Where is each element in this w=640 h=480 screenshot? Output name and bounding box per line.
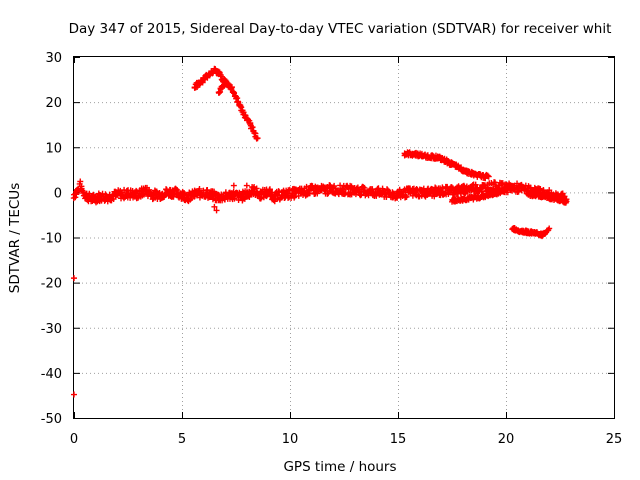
- data-point-s4-end: [222, 81, 229, 88]
- data-point-s5-8-3-1: [484, 172, 491, 179]
- y-tick-label-5: -20: [41, 277, 62, 292]
- data-point-s3-end: [254, 135, 261, 142]
- data-point-s6-end: [546, 225, 553, 232]
- data-point-s1-end: [503, 187, 509, 194]
- data-point-s0-18-4-1: [204, 186, 211, 193]
- data-point-s0-25-4-1: [253, 185, 260, 192]
- data-point-s0-17-5-1: [196, 185, 203, 192]
- data-point-s0-47-2-1: [472, 181, 479, 188]
- data-point-isolated-5: [243, 182, 250, 189]
- data-point-s5-end: [485, 173, 492, 180]
- y-tick-label-0: 30: [45, 51, 62, 66]
- data-point-s3-8-2-1: [234, 98, 241, 105]
- data-point-s0-32-6-0: [314, 190, 321, 197]
- data-point-s0-26-1-1: [257, 195, 264, 202]
- y-tick-label-2: 10: [45, 141, 62, 156]
- x-tick-label-0: 0: [70, 432, 78, 447]
- data-point-s3-7-2-1: [230, 89, 237, 96]
- data-point-s0-35-0-1: [340, 186, 347, 193]
- data-point-s0-36-10-1: [361, 184, 368, 191]
- y-tick-label-7: -40: [41, 367, 62, 382]
- data-point-s0-51-2-1: [515, 188, 522, 195]
- data-point-isolated-1: [71, 391, 77, 398]
- x-tick-label-5: 25: [606, 432, 623, 447]
- data-point-s0-40-9-1: [403, 193, 410, 200]
- y-tick-label-3: 0: [54, 186, 62, 201]
- data-point-s2-3-6-1: [562, 197, 569, 204]
- data-point-s0-28-0-0: [271, 198, 278, 205]
- y-tick-label-4: -10: [41, 232, 62, 247]
- y-tick-labels: 30 20 10 0 -10 -20 -30 -40 -50: [41, 51, 62, 427]
- axis-ticks: [74, 57, 615, 419]
- data-point-s0-6-5-1: [110, 196, 117, 203]
- data-point-s4-0-0-1: [215, 90, 222, 97]
- data-point-s3-4-2-1: [217, 71, 224, 78]
- data-points: [70, 65, 570, 398]
- data-point-s0-53-2-1: [537, 185, 544, 192]
- y-tick-label-1: 20: [45, 96, 62, 111]
- data-point-s0-33-5-1: [324, 190, 331, 197]
- data-point-s0-9-6-1: [141, 191, 148, 198]
- data-point-s3-8-1-1: [234, 95, 241, 102]
- y-axis-title: SDTVAR / TECUs: [7, 183, 23, 293]
- data-point-s0-2-0-1: [77, 178, 84, 185]
- data-point-s0-0-1-1: [72, 194, 79, 201]
- y-tick-label-6: -30: [41, 322, 62, 337]
- grid-lines: [74, 57, 614, 418]
- x-tick-label-2: 10: [282, 432, 299, 447]
- x-tick-label-3: 15: [390, 432, 407, 447]
- x-tick-label-4: 20: [498, 432, 515, 447]
- data-point-s3-11-3-1: [249, 124, 256, 131]
- x-axis-title: GPS time / hours: [283, 459, 396, 475]
- plot-frame: [73, 56, 615, 419]
- x-tick-labels: 0 5 10 15 20 25: [70, 432, 622, 447]
- data-point-isolated-2: [213, 207, 220, 214]
- data-point-s0-41-7-1: [412, 191, 419, 198]
- chart-title: Day 347 of 2015, Sidereal Day-to-day VTE…: [69, 21, 612, 37]
- data-point-s2-end: [563, 198, 570, 205]
- data-point-s0-31-6-0: [303, 183, 310, 190]
- data-point-s0-45-0-1: [448, 184, 455, 191]
- data-point-s0-2-1-1: [78, 183, 85, 190]
- data-point-s0-27-2-1: [266, 186, 273, 193]
- data-point-isolated-3: [211, 203, 218, 210]
- data-point-s3-7-0-1: [228, 84, 235, 91]
- data-point-isolated-4: [230, 182, 237, 189]
- data-point-s3-1-4-1: [204, 74, 211, 81]
- data-point-isolated-0: [71, 275, 77, 282]
- x-tick-label-1: 5: [178, 432, 186, 447]
- y-tick-label-8: -50: [41, 412, 62, 427]
